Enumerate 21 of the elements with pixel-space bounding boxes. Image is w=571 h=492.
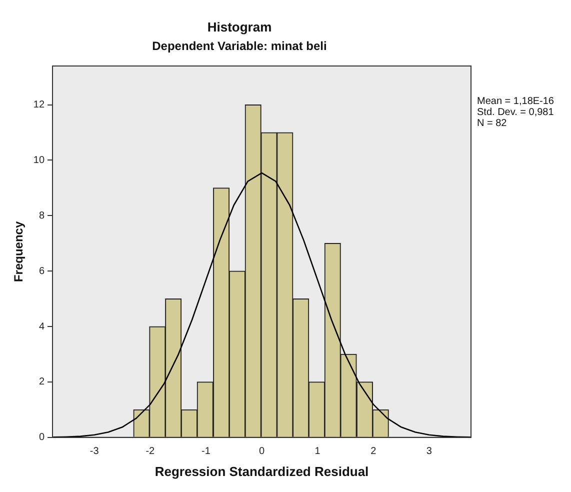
x-axis-title: Regression Standardized Residual bbox=[154, 464, 369, 479]
x-tick-label: -1 bbox=[202, 446, 211, 458]
y-tick-label: 6 bbox=[38, 266, 45, 277]
text: N = 82 bbox=[477, 118, 508, 129]
chart-title: Histogram bbox=[207, 19, 272, 34]
x-tick-label: 0 bbox=[258, 446, 265, 458]
y-tick-label: 8 bbox=[38, 210, 45, 222]
y-tick-label: 0 bbox=[38, 432, 45, 444]
text: Std. Dev. = 0,981 bbox=[477, 106, 554, 118]
y-tick-label: 2 bbox=[38, 376, 45, 388]
x-tick-label: 2 bbox=[370, 446, 377, 458]
x-tick-label: -2 bbox=[146, 446, 156, 458]
y-axis-title: Frequency bbox=[12, 221, 26, 282]
chart-subtitle: Dependent Variable: minat beli bbox=[152, 39, 327, 54]
y-tick-label: 4 bbox=[38, 321, 45, 332]
x-tick-label: -3 bbox=[90, 446, 100, 458]
y-tick-label: 10 bbox=[33, 154, 45, 166]
y-tick-label: 12 bbox=[33, 100, 45, 111]
x-tick-label: 3 bbox=[426, 446, 432, 458]
text: Mean = 1,18E-16 bbox=[477, 96, 554, 107]
x-tick-label: 1 bbox=[314, 446, 321, 458]
